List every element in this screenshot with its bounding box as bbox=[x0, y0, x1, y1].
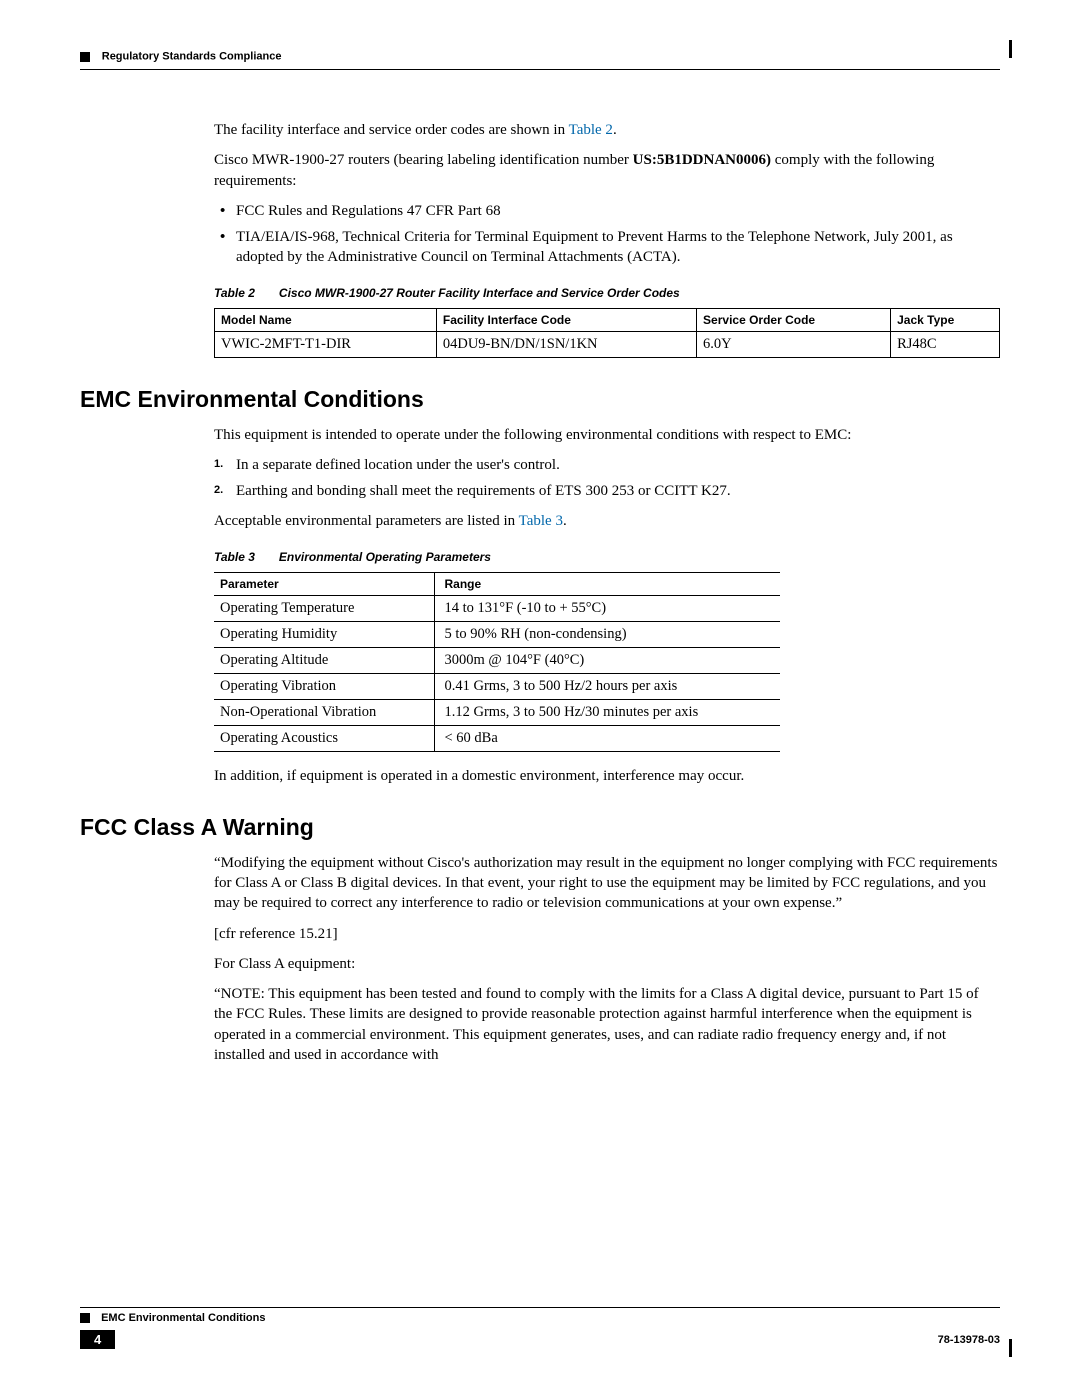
cell: Operating Vibration bbox=[214, 673, 434, 699]
text: Acceptable environmental parameters are … bbox=[214, 513, 519, 529]
emc-paragraph-3: In addition, if equipment is operated in… bbox=[214, 766, 1000, 786]
list-item: 2. Earthing and bonding shall meet the re… bbox=[214, 481, 1000, 501]
caption-title: Environmental Operating Parameters bbox=[279, 550, 491, 564]
table-row: VWIC-2MFT-T1-DIR 04DU9-BN/DN/1SN/1KN 6.0… bbox=[215, 331, 1000, 357]
footer-section-label: EMC Environmental Conditions bbox=[101, 1312, 265, 1324]
cell: < 60 dBa bbox=[434, 725, 780, 751]
identification-number: US:5B1DDNAN0006) bbox=[633, 152, 771, 168]
item-text: In a separate defined location under the… bbox=[236, 457, 560, 473]
table-row: Operating Altitude3000m @ 104°F (40°C) bbox=[214, 647, 780, 673]
page-content: The facility interface and service order… bbox=[80, 120, 1000, 1065]
fcc-paragraph-3: For Class A equipment: bbox=[214, 954, 1000, 974]
text: Cisco MWR-1900-27 routers (bearing label… bbox=[214, 152, 633, 168]
caption-title: Cisco MWR-1900-27 Router Facility Interf… bbox=[279, 286, 680, 300]
fcc-paragraph-2: [cfr reference 15.21] bbox=[214, 924, 1000, 944]
cell: 3000m @ 104°F (40°C) bbox=[434, 647, 780, 673]
table2-caption: Table 2 Cisco MWR-1900-27 Router Facility… bbox=[214, 286, 1000, 300]
table-row: Operating Humidity5 to 90% RH (non-conde… bbox=[214, 621, 780, 647]
text: . bbox=[563, 513, 567, 529]
cell: 14 to 131°F (-10 to + 55°C) bbox=[434, 595, 780, 621]
intro-paragraph-1: The facility interface and service order… bbox=[214, 120, 1000, 140]
cell: 6.0Y bbox=[697, 331, 891, 357]
table-row: Operating Temperature14 to 131°F (-10 to… bbox=[214, 595, 780, 621]
table-row: Operating Acoustics< 60 dBa bbox=[214, 725, 780, 751]
item-number: 1. bbox=[214, 457, 223, 472]
item-text: Earthing and bonding shall meet the requ… bbox=[236, 483, 731, 499]
col-header: Parameter bbox=[214, 572, 434, 595]
list-item: TIA/EIA/IS-968, Technical Criteria for T… bbox=[214, 227, 1000, 268]
cell: Non-Operational Vibration bbox=[214, 699, 434, 725]
col-header: Service Order Code bbox=[697, 308, 891, 331]
emc-paragraph-1: This equipment is intended to operate un… bbox=[214, 425, 1000, 445]
cell: RJ48C bbox=[891, 331, 1000, 357]
page-footer: EMC Environmental Conditions 4 78-13978-… bbox=[80, 1307, 1000, 1349]
footer-marker-icon bbox=[80, 1313, 90, 1323]
text: . bbox=[613, 122, 617, 138]
cell: Operating Humidity bbox=[214, 621, 434, 647]
cell: 5 to 90% RH (non-condensing) bbox=[434, 621, 780, 647]
cell: 04DU9-BN/DN/1SN/1KN bbox=[436, 331, 696, 357]
emc-heading: EMC Environmental Conditions bbox=[80, 386, 1000, 413]
cell: Operating Temperature bbox=[214, 595, 434, 621]
col-header: Facility Interface Code bbox=[436, 308, 696, 331]
emc-paragraph-2: Acceptable environmental parameters are … bbox=[214, 511, 1000, 531]
table-row: Non-Operational Vibration1.12 Grms, 3 to… bbox=[214, 699, 780, 725]
fcc-paragraph-4: “NOTE: This equipment has been tested an… bbox=[214, 984, 1000, 1065]
col-header: Range bbox=[434, 572, 780, 595]
header-marker-icon bbox=[80, 52, 90, 62]
emc-conditions-list: 1. In a separate defined location under t… bbox=[214, 455, 1000, 502]
table-header-row: Model Name Facility Interface Code Servi… bbox=[215, 308, 1000, 331]
list-item: 1. In a separate defined location under t… bbox=[214, 455, 1000, 475]
crop-mark bbox=[1009, 1339, 1012, 1357]
table2-link[interactable]: Table 2 bbox=[569, 122, 613, 138]
cell: Operating Altitude bbox=[214, 647, 434, 673]
fcc-heading: FCC Class A Warning bbox=[80, 814, 1000, 841]
table2: Model Name Facility Interface Code Servi… bbox=[214, 308, 1000, 358]
cell: VWIC-2MFT-T1-DIR bbox=[215, 331, 437, 357]
table3: Parameter Range Operating Temperature14 … bbox=[214, 572, 780, 752]
page-header: Regulatory Standards Compliance bbox=[80, 48, 1000, 70]
text: The facility interface and service order… bbox=[214, 122, 569, 138]
table3-caption: Table 3 Environmental Operating Parameter… bbox=[214, 550, 1000, 564]
cell: Operating Acoustics bbox=[214, 725, 434, 751]
table3-link[interactable]: Table 3 bbox=[519, 513, 563, 529]
list-item: FCC Rules and Regulations 47 CFR Part 68 bbox=[214, 201, 1000, 221]
requirements-list: FCC Rules and Regulations 47 CFR Part 68… bbox=[214, 201, 1000, 268]
fcc-paragraph-1: “Modifying the equipment without Cisco's… bbox=[214, 853, 1000, 914]
caption-number: Table 3 bbox=[214, 550, 255, 564]
table-header-row: Parameter Range bbox=[214, 572, 780, 595]
header-section-label: Regulatory Standards Compliance bbox=[102, 51, 282, 63]
cell: 1.12 Grms, 3 to 500 Hz/30 minutes per ax… bbox=[434, 699, 780, 725]
col-header: Jack Type bbox=[891, 308, 1000, 331]
cell: 0.41 Grms, 3 to 500 Hz/2 hours per axis bbox=[434, 673, 780, 699]
intro-paragraph-2: Cisco MWR-1900-27 routers (bearing label… bbox=[214, 150, 1000, 191]
page-number: 4 bbox=[80, 1330, 115, 1349]
crop-mark bbox=[1009, 40, 1012, 58]
col-header: Model Name bbox=[215, 308, 437, 331]
item-number: 2. bbox=[214, 483, 223, 498]
document-id: 78-13978-03 bbox=[938, 1334, 1000, 1346]
table-row: Operating Vibration0.41 Grms, 3 to 500 H… bbox=[214, 673, 780, 699]
caption-number: Table 2 bbox=[214, 286, 255, 300]
